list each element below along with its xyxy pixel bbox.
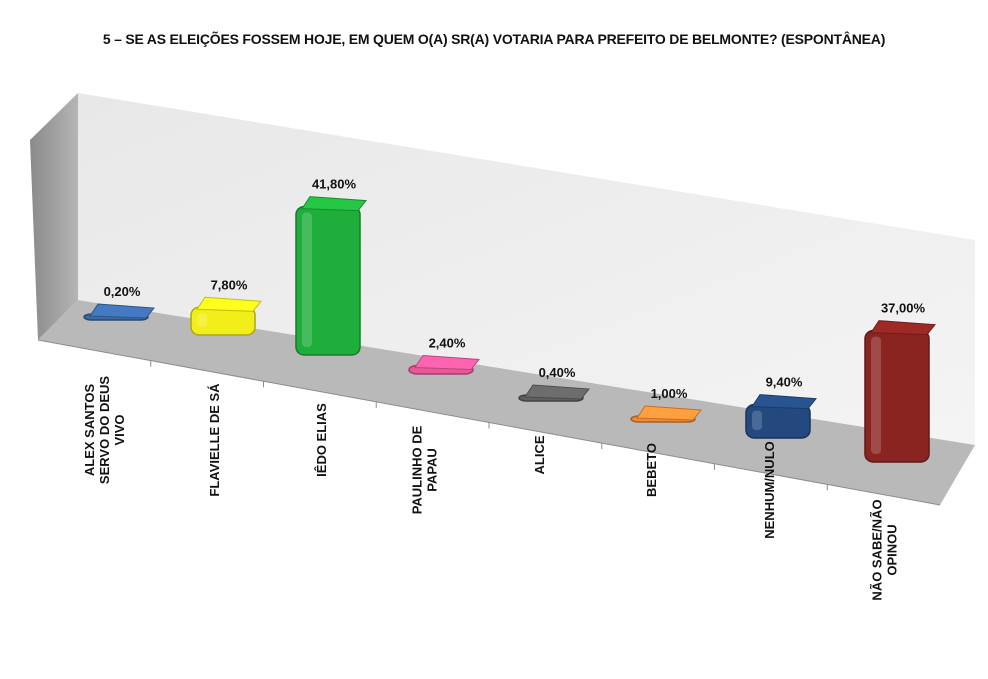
bar-top	[414, 354, 480, 370]
bar-top	[196, 296, 262, 312]
svg-text:ALEX SANTOS: ALEX SANTOS	[82, 384, 97, 477]
value-label: 0,40%	[539, 365, 576, 380]
value-label: 7,80%	[211, 277, 248, 292]
category-label: BEBETO	[644, 443, 659, 497]
category-label: IÊDO ELIAS	[314, 403, 329, 477]
bar	[190, 296, 262, 336]
value-label: 2,40%	[429, 335, 466, 350]
category-label: NENHUM/NULO	[762, 441, 777, 539]
bar	[408, 354, 480, 375]
chart-title: 5 – SE AS ELEIÇÕES FOSSEM HOJE, EM QUEM …	[102, 31, 886, 47]
axis-ticks	[150, 360, 828, 491]
bar	[295, 196, 367, 356]
side-wall	[30, 93, 78, 340]
bars-group: 0,20% 7,80% 41,80% 2,40% 0,40% 1,00% 9,40% 37,0…	[83, 177, 936, 463]
category-label: ALICE	[532, 435, 547, 474]
svg-text:IÊDO ELIAS: IÊDO ELIAS	[314, 403, 329, 477]
svg-text:NÃO SABE/NÃO: NÃO SABE/NÃO	[870, 499, 885, 600]
bar-top	[89, 303, 155, 319]
value-label: 0,20%	[104, 284, 141, 299]
svg-text:NENHUM/NULO: NENHUM/NULO	[762, 441, 777, 539]
svg-text:FLAVIELLE DE SÁ: FLAVIELLE DE SÁ	[207, 383, 222, 497]
bar-top	[751, 394, 817, 410]
bar-highlight	[302, 212, 312, 347]
bar-highlight	[752, 410, 762, 430]
value-label: 37,00%	[881, 301, 926, 316]
bar-top	[870, 320, 936, 336]
category-label: FLAVIELLE DE SÁ	[207, 383, 222, 497]
category-label: ALEX SANTOS SERVO DO DEUS VIVO	[82, 376, 127, 484]
svg-text:VIVO: VIVO	[112, 414, 127, 445]
bar-top	[301, 196, 367, 212]
value-label: 9,40%	[766, 375, 803, 390]
svg-text:PAULINHO DE: PAULINHO DE	[410, 425, 425, 514]
svg-text:BEBETO: BEBETO	[644, 443, 659, 497]
bar	[630, 405, 702, 423]
value-label: 41,80%	[312, 177, 357, 192]
category-label: PAULINHO DE PAPAU	[410, 425, 440, 514]
bar	[518, 384, 590, 402]
value-label: 1,00%	[651, 386, 688, 401]
bar-top	[636, 405, 702, 421]
bar	[745, 394, 817, 439]
back-wall	[78, 93, 975, 445]
floor	[38, 300, 975, 505]
category-labels: ALEX SANTOS SERVO DO DEUS VIVO FLAVIELLE DE…	[82, 376, 900, 601]
svg-text:ALICE: ALICE	[532, 435, 547, 474]
bar-top	[524, 384, 590, 400]
bar	[83, 303, 155, 321]
svg-text:OPINOU: OPINOU	[885, 524, 900, 575]
bar-highlight	[197, 313, 207, 327]
svg-text:SERVO DO DEUS: SERVO DO DEUS	[97, 376, 112, 484]
bar	[864, 320, 936, 463]
category-label: NÃO SABE/NÃO OPINOU	[870, 499, 900, 600]
bar-highlight	[871, 336, 881, 454]
svg-text:PAPAU: PAPAU	[425, 448, 440, 492]
